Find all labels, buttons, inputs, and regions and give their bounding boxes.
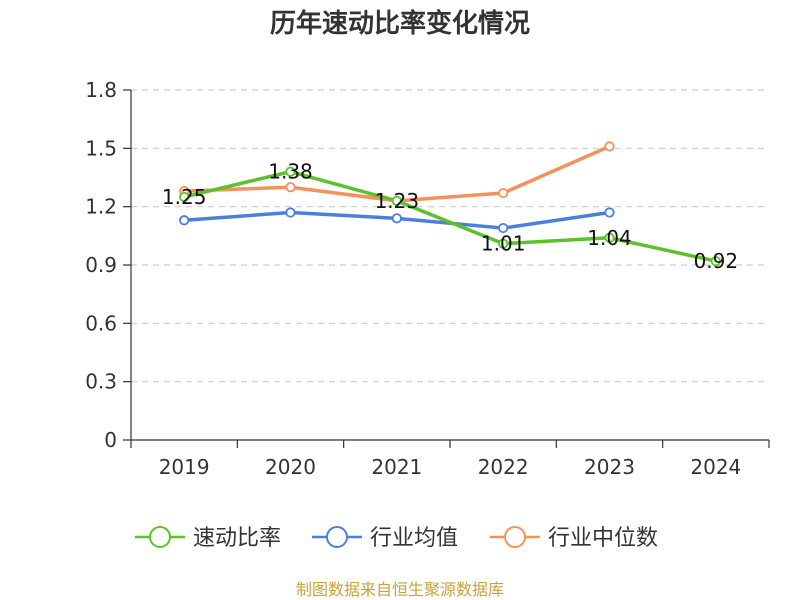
y-tick-label: 1.5: [85, 136, 117, 160]
data-point: [604, 141, 615, 152]
data-labels: 1.25 1.38 1.23 1.01 1.04 0.92: [162, 160, 738, 273]
legend-swatch-marker: [326, 526, 348, 548]
data-point: [498, 238, 509, 249]
grid-lines: [131, 89, 769, 383]
data-point: [179, 215, 190, 226]
y-tick-label: 0.3: [85, 370, 117, 394]
data-point: [285, 166, 296, 177]
data-point: [498, 222, 509, 234]
axes: 0 0.3 0.6 0.9 1.2 1.5 1.8 2019 2020 2021 2022 2023 2…: [85, 78, 770, 479]
legend-label: 速动比率: [193, 526, 281, 551]
data-point: [285, 182, 296, 193]
chart-title: 历年速动比率变化情况: [270, 8, 530, 39]
legend-swatch-marker: [504, 526, 526, 548]
source-note: 制图数据来自恒生聚源数据库: [296, 580, 504, 599]
data-label: 1.04: [587, 226, 632, 250]
x-tick-label: 2020: [265, 455, 316, 479]
data-label: 1.38: [268, 160, 313, 184]
legend-item[interactable]: 行业中位数: [490, 526, 658, 551]
x-tick-label: 2019: [159, 455, 210, 479]
x-tick-label: 2023: [584, 455, 635, 479]
legend-item[interactable]: 速动比率: [135, 526, 281, 551]
data-point: [498, 187, 509, 199]
data-point: [391, 213, 402, 224]
legend-label: 行业均值: [370, 526, 458, 551]
legend-item[interactable]: 行业均值: [312, 526, 458, 551]
data-point: [604, 232, 615, 243]
x-tick-label: 2022: [478, 455, 529, 479]
data-label: 1.23: [375, 189, 420, 213]
y-tick-label: 1.2: [85, 195, 117, 219]
legend-swatch-marker: [149, 526, 171, 548]
y-tick-label: 0.9: [85, 253, 117, 277]
legend-label: 行业中位数: [548, 526, 658, 551]
data-point: [285, 207, 296, 218]
y-tick-label: 0.6: [85, 311, 117, 335]
series-line: [182, 169, 718, 263]
data-label: 0.92: [694, 249, 739, 273]
data-point: [179, 191, 190, 203]
series-lines: [179, 141, 721, 267]
data-point: [604, 207, 615, 218]
y-tick-label: 0: [104, 428, 117, 452]
data-point: [710, 256, 721, 267]
y-tick-label: 1.8: [85, 78, 117, 102]
data-label: 1.25: [162, 185, 207, 209]
x-tick-label: 2024: [690, 455, 741, 479]
legend: 速动比率 行业均值 行业中位数: [135, 526, 658, 551]
data-label: 1.01: [481, 232, 526, 256]
data-point: [391, 195, 402, 206]
x-tick-label: 2021: [371, 455, 422, 479]
